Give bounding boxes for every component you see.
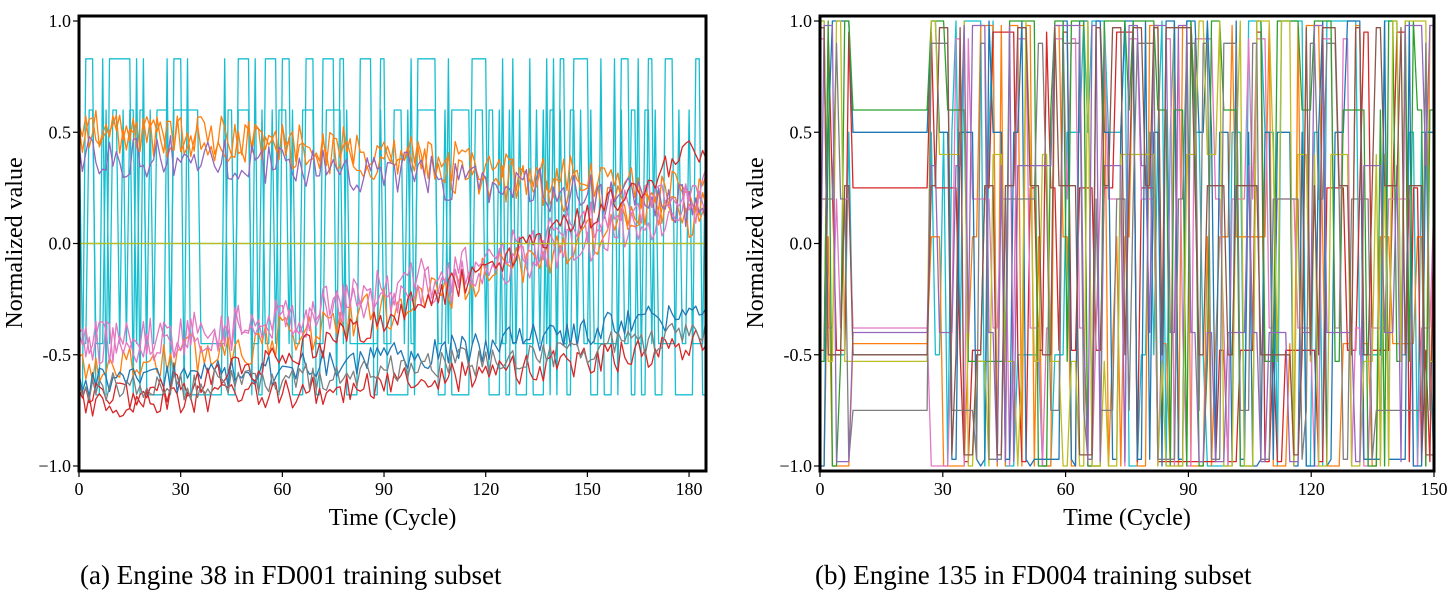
series-line bbox=[79, 58, 706, 396]
x-axis-label: Time (Cycle) bbox=[1063, 505, 1191, 531]
series-line bbox=[79, 329, 706, 418]
y-tick-label: -0.5 bbox=[784, 345, 813, 365]
y-tick-label: 0.5 bbox=[790, 122, 813, 142]
x-tick-label: 120 bbox=[1298, 479, 1325, 499]
plot-area bbox=[79, 58, 706, 418]
y-tick-label: 1.0 bbox=[49, 11, 72, 31]
y-tick-label: -0.5 bbox=[43, 345, 72, 365]
series-line bbox=[820, 20, 1434, 467]
x-tick-label: 90 bbox=[1179, 479, 1197, 499]
series-line bbox=[820, 31, 1434, 463]
y-tick-label: 1.0 bbox=[790, 11, 813, 31]
x-tick-label: 90 bbox=[375, 479, 393, 499]
x-tick-label: 60 bbox=[273, 479, 291, 499]
series-line bbox=[820, 27, 1434, 456]
series-line bbox=[79, 183, 706, 364]
series-line bbox=[79, 135, 706, 228]
y-axis-label: Normalized value bbox=[743, 157, 769, 328]
caption-engine-38: (a) Engine 38 in FD001 training subset bbox=[80, 560, 502, 590]
series-line bbox=[79, 109, 706, 345]
x-tick-label: 30 bbox=[172, 479, 190, 499]
y-axis-label: Normalized value bbox=[2, 157, 28, 328]
x-axis-label: Time (Cycle) bbox=[329, 505, 457, 531]
x-tick-label: 180 bbox=[676, 479, 703, 499]
y-tick-label: 0.0 bbox=[790, 234, 813, 254]
chart-panel-engine-38: 0 30 60 90 120 150 180 −1.0 -0.5 0.0 0.5 1.0 Time (C… bbox=[2, 11, 708, 531]
series-line bbox=[820, 24, 1434, 463]
x-tick-label: 150 bbox=[574, 479, 601, 499]
y-tick-label: −1.0 bbox=[38, 456, 71, 476]
series-line bbox=[79, 140, 706, 409]
plot-area bbox=[820, 20, 1434, 467]
y-tick-label: −1.0 bbox=[779, 456, 812, 476]
x-tick-label: 30 bbox=[934, 479, 952, 499]
series-line bbox=[79, 319, 706, 402]
x-tick-label: 0 bbox=[75, 479, 84, 499]
series-line bbox=[79, 109, 706, 216]
y-tick-label: 0.0 bbox=[49, 234, 72, 254]
series-line bbox=[820, 20, 1434, 467]
x-tick-label: 120 bbox=[472, 479, 499, 499]
caption-engine-135: (b) Engine 135 in FD004 training subset bbox=[815, 560, 1252, 590]
series-line bbox=[820, 20, 1434, 467]
x-tick-label: 60 bbox=[1057, 479, 1075, 499]
y-tick-label: 0.5 bbox=[49, 122, 72, 142]
x-tick-label: 150 bbox=[1421, 479, 1448, 499]
x-tick-label: 0 bbox=[816, 479, 825, 499]
chart-panel-engine-135: 0 30 60 90 120 150 −1.0 -0.5 0.0 0.5 1.0 Time (Cycl… bbox=[743, 11, 1448, 531]
series-line bbox=[79, 305, 706, 398]
